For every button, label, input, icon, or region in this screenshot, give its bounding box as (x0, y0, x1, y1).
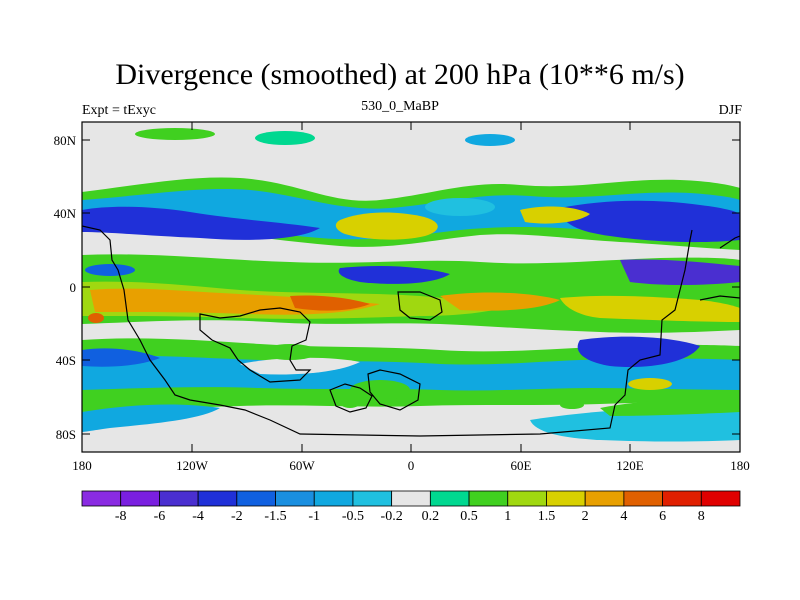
colorbar-swatch (468, 490, 509, 507)
contour-south-low (82, 404, 220, 432)
colorbar-swatch (120, 490, 160, 507)
case-label: 530_0_MaBP (361, 99, 439, 114)
colorbar-swatch (700, 490, 741, 507)
x-tick-label: 180 (72, 458, 92, 473)
colorbar-label: -0.2 (380, 509, 403, 524)
colorbar-swatch (275, 490, 315, 507)
contour-blue-north-east (560, 200, 740, 243)
colorbar-swatch (623, 490, 663, 507)
y-tick-label: 80S (55, 427, 76, 442)
contour-blue-west-equator (85, 264, 135, 276)
contour-green-south-1 (262, 344, 318, 360)
colorbar-label: 1 (504, 509, 512, 524)
contour-red-west (88, 313, 104, 323)
experiment-label: Expt = tExyc (82, 103, 156, 118)
colorbar-swatch (313, 490, 354, 507)
colorbar-label: 8 (697, 509, 705, 524)
contour-blue-equator (338, 266, 450, 284)
contour-yellow-east (560, 295, 740, 322)
y-tick-label: 40N (53, 206, 76, 221)
contour-south-low-east (530, 406, 740, 442)
x-tick-label: 60E (510, 458, 532, 473)
colorbar-swatch (236, 490, 276, 507)
colorbar-label: -4 (192, 509, 204, 524)
colorbar-label: 1.5 (537, 509, 556, 524)
colorbar-label: -8 (114, 509, 127, 524)
colorbar-label: 0.2 (421, 509, 440, 524)
colorbar-label: 2 (581, 509, 589, 524)
contour-blue-south-east (577, 336, 700, 368)
land-outline (82, 225, 740, 437)
contour-teal-top-2 (425, 198, 495, 216)
contour-blue-south-west (82, 348, 160, 367)
colorbar-swatch (159, 490, 199, 507)
divergence-field (82, 122, 740, 452)
contour-orange-east (440, 292, 560, 311)
colorbar-swatch (391, 490, 431, 507)
colorbar-label: -1 (308, 509, 321, 524)
x-tick-label: 180 (730, 458, 750, 473)
contour-green-top-1 (135, 128, 215, 140)
season-label: DJF (718, 103, 742, 118)
contour-grey-south-1 (240, 357, 360, 375)
contour-equatorial-red (290, 295, 370, 311)
y-tick-label: 0 (69, 280, 77, 295)
colorbar-label: -1.5 (264, 509, 287, 524)
contour-blue-north-west (82, 206, 320, 240)
contour-green-south-mid (350, 380, 410, 400)
colorbar-label: 4 (620, 509, 628, 524)
contour-south-low-east-green (600, 399, 740, 416)
colorbar-swatch (662, 490, 702, 507)
contour-teal-top (465, 134, 515, 146)
colorbar-swatch (546, 490, 586, 507)
x-tick-label: 120E (616, 458, 644, 473)
contour-yellow-south-east (628, 378, 672, 390)
contour-yellow-north-east (520, 206, 590, 224)
colorbar-label: 6 (659, 509, 667, 524)
colorbar-label: -2 (230, 509, 243, 524)
x-tick-label: 0 (407, 458, 415, 473)
contour-green-top-2 (255, 131, 315, 145)
colorbar-label: -6 (153, 509, 166, 524)
colorbar-swatch (81, 490, 122, 507)
colorbar (81, 490, 741, 507)
colorbar-label: -0.5 (341, 509, 365, 524)
colorbar-swatch (507, 490, 547, 507)
colorbar-swatch (429, 490, 470, 507)
x-tick-label: 120W (176, 458, 208, 473)
plot-title: Divergence (smoothed) at 200 hPa (10**6 … (115, 58, 685, 91)
y-tick-label: 80N (53, 133, 76, 148)
contour-yellow-north (335, 212, 438, 240)
contour-green-south-small (560, 401, 584, 409)
colorbar-swatch (584, 490, 625, 507)
colorbar-swatch (352, 490, 393, 507)
contour-green-south-mid-2 (338, 392, 362, 408)
contour-blue-equator-2 (620, 259, 740, 285)
colorbar-label: 0.5 (460, 509, 478, 524)
y-axis-ticks (82, 139, 740, 435)
y-tick-label: 40S (55, 353, 76, 368)
x-axis-ticks (81, 122, 741, 452)
x-tick-label: 60W (289, 458, 315, 473)
colorbar-swatch (197, 490, 238, 507)
